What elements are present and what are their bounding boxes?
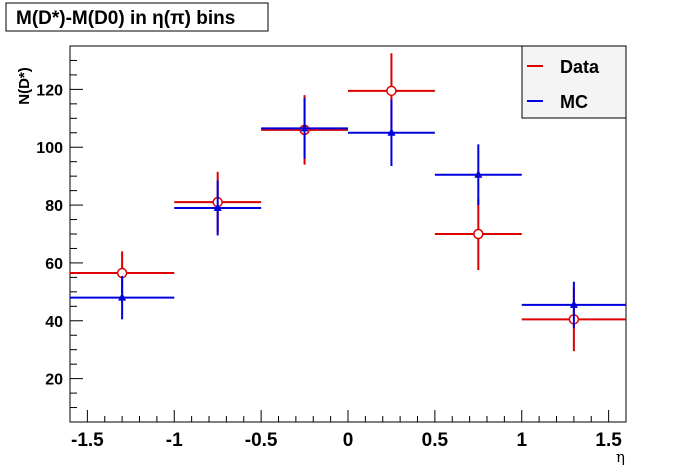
x-tick-label: 0: [343, 430, 354, 451]
x-tick-label: -1: [166, 430, 183, 451]
x-tick-label: 1.5: [595, 430, 622, 451]
mc-point: [118, 292, 127, 301]
mc-point: [387, 127, 396, 136]
x-tick-label: -0.5: [245, 430, 278, 451]
x-axis-label: η: [616, 448, 625, 466]
y-tick-label: 20: [45, 372, 63, 389]
chart-title: M(D*)-M(D0) in η(π) bins: [16, 8, 235, 29]
title-frame: [5, 2, 269, 32]
x-tick-label: 0.5: [422, 430, 449, 451]
y-tick-label: 100: [36, 140, 63, 157]
title-box: M(D*)-M(D0) in η(π) bins: [5, 2, 269, 32]
y-tick-label: 120: [36, 82, 63, 99]
data-point: [473, 228, 484, 240]
series-mc: [70, 98, 626, 328]
data-point: [386, 85, 397, 97]
y-axis-label: N(D*): [16, 67, 33, 105]
x-tick-label: 1: [516, 430, 527, 451]
series-layer: [70, 53, 626, 352]
y-tick-label: 60: [45, 256, 63, 273]
mc-point: [300, 123, 309, 132]
mc-point: [474, 169, 483, 178]
y-tick-label: 40: [45, 314, 63, 331]
x-tick-label: -1.5: [71, 430, 104, 451]
mc-point: [569, 299, 578, 308]
legend-data-label: Data: [560, 57, 600, 77]
y-tick-label: 80: [45, 198, 63, 215]
legend-box: [521, 45, 627, 119]
mc-point: [213, 202, 222, 211]
legend-mc-label: MC: [560, 92, 588, 112]
x-axis: -1.5 -1 -0.5 0 0.5 1 1.5: [69, 410, 627, 451]
y-axis: 20 40 60 80 100 120: [36, 45, 83, 423]
legend: Data MC: [521, 45, 627, 119]
